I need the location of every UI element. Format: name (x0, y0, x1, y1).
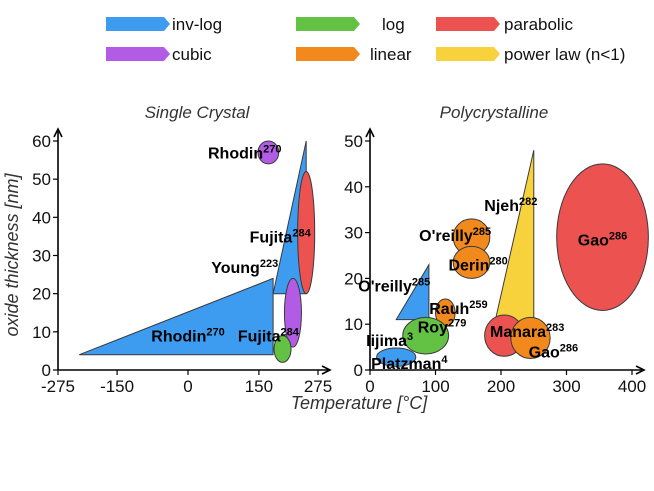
y-tick-label: 50 (32, 170, 51, 189)
legend-swatch (436, 17, 500, 31)
legend-swatch (106, 47, 170, 61)
shape-njeh-282-power-law (493, 150, 535, 325)
shape-platzman-4-inv-log (376, 347, 417, 367)
y-tick-label: 40 (344, 178, 363, 197)
legend: inv-log log parabolic cubic linear power law … (106, 15, 625, 64)
data-label-gao-286: Gao286 (529, 343, 578, 362)
data-label-roy-279: Roy279 (418, 317, 467, 336)
legend-item-parabolic: parabolic (436, 15, 573, 34)
legend-item-log: log (296, 15, 405, 34)
x-axis-label: Temperature [°C] (291, 393, 429, 413)
data-label-rhodin-270: Rhodin270 (208, 143, 281, 162)
x-tick-label: 0 (365, 377, 374, 396)
x-tick-label: 0 (183, 377, 192, 396)
shape-o-reilly-285-inv-log (395, 262, 430, 321)
data-label-iijima-3: Iijima3 (366, 331, 413, 350)
panel-title: Polycrystalline (440, 103, 549, 122)
panel-title: Single Crystal (145, 103, 251, 122)
y-tick-label: 30 (32, 247, 51, 266)
y-tick-label: 10 (344, 315, 363, 334)
x-tick-label: 100 (421, 377, 449, 396)
legend-swatch (106, 17, 170, 31)
y-tick-label: 60 (32, 132, 51, 151)
shape-gao-286-parabolic (556, 163, 649, 311)
legend-label: inv-log (172, 15, 222, 34)
data-label-manara-283: Manara283 (490, 322, 564, 341)
y-tick-label: 20 (344, 269, 363, 288)
data-label-rauh-259: Rauh259 (429, 299, 487, 318)
legend-swatch (296, 17, 360, 31)
x-tick-label: 400 (618, 377, 646, 396)
x-tick-label: -275 (41, 377, 75, 396)
y-tick-label: 0 (42, 361, 51, 380)
legend-item-inv-log: inv-log (106, 15, 222, 34)
legend-label: power law (n<1) (504, 45, 625, 64)
data-label-rhodin-270: Rhodin270 (151, 327, 224, 346)
y-tick-label: 40 (32, 208, 51, 227)
data-label-gao-286: Gao286 (578, 230, 627, 249)
legend-item-power-law-n-1: power law (n<1) (436, 45, 625, 64)
legend-label: cubic (172, 45, 212, 64)
shape-iijima-3-log (402, 316, 450, 355)
shape-fujita-284-parabolic (297, 171, 316, 295)
x-tick-label: 300 (552, 377, 580, 396)
y-tick-label: 30 (344, 224, 363, 243)
panel-single-crystal: Single Crystal 0 10 20 30 40 50 60 -275 -150 0 150… (32, 103, 332, 396)
legend-label: parabolic (504, 15, 573, 34)
shape-gao-286-linear (510, 316, 551, 360)
shape-rhodin-270-cubic (257, 140, 280, 165)
x-axis-arrow (635, 365, 646, 375)
data-label-o-reilly-285: O'reilly285 (358, 276, 430, 295)
data-label-o-reilly-285: O'reilly285 (419, 226, 491, 245)
shape-rhodin-270-inv-log (79, 277, 274, 356)
y-axis-arrow (53, 127, 63, 138)
legend-swatch (436, 47, 500, 61)
shape-fujita-284-cubic (283, 277, 302, 348)
data-label-fujita-284: Fujita284 (238, 327, 300, 346)
y-tick-label: 20 (32, 285, 51, 304)
legend-label: linear (370, 45, 412, 64)
shape-fujita-284-log (273, 335, 292, 363)
y-tick-label: 10 (32, 323, 51, 342)
y-tick-label: 50 (344, 132, 363, 151)
x-axis-arrow (321, 365, 332, 375)
data-label-njeh-282: Njeh282 (484, 196, 537, 215)
legend-swatch (296, 47, 360, 61)
panel-polycrystalline: Polycrystalline 0 10 20 30 40 50 0 100 200 300 400… (344, 103, 649, 396)
y-axis-arrow (365, 127, 375, 138)
x-tick-label: 275 (304, 377, 332, 396)
data-label-fujita-284: Fujita284 (250, 227, 312, 246)
y-tick-label: 0 (354, 361, 363, 380)
data-label-derin-280: Derin280 (448, 256, 507, 275)
x-tick-label: 200 (487, 377, 515, 396)
y-axis-label: oxide thickness [nm] (2, 172, 22, 336)
legend-label: log (382, 15, 405, 34)
legend-item-linear: linear (296, 45, 412, 64)
shape-derin-280-linear (452, 245, 491, 279)
data-label-young-223: Young223 (211, 258, 278, 277)
legend-item-cubic: cubic (106, 45, 212, 64)
x-tick-label: -150 (100, 377, 134, 396)
data-label-platzman-4: Platzman4 (371, 354, 448, 373)
x-tick-label: 150 (245, 377, 273, 396)
